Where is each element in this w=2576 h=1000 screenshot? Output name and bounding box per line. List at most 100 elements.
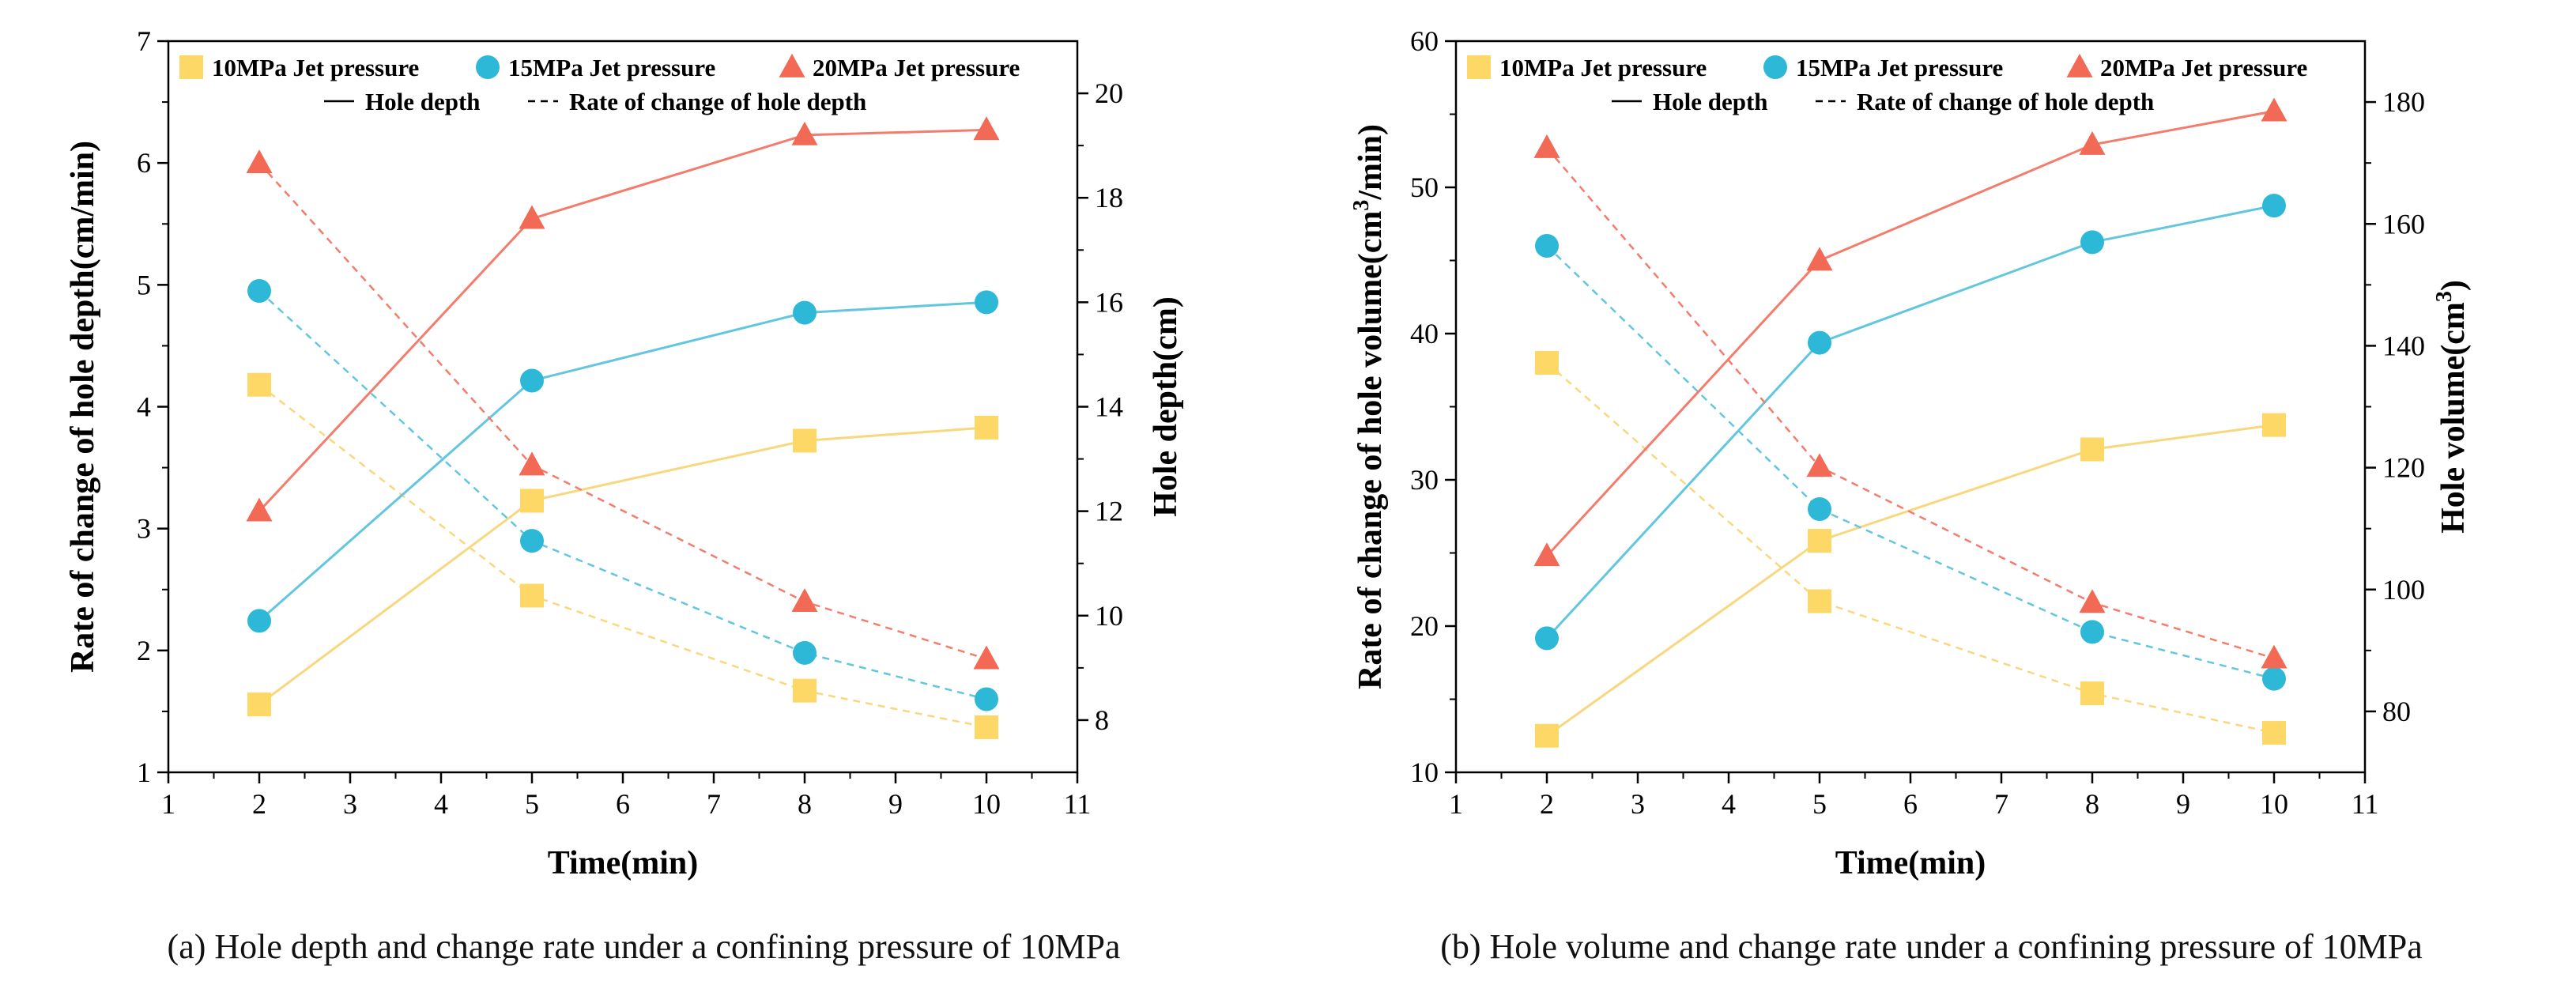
panel-a-hole-depth-chart: 1 2 3 4 5 6 7 8 9 10 11 1 2 3 4 5 6 7 8 10 12 14 16 18 20 Time(mi… xyxy=(65,25,1184,966)
y-left-title-sup: 3 xyxy=(1349,200,1374,211)
legend-label-hole-depth: Hole depth xyxy=(365,88,481,115)
legend-label-2: 15MPa Jet pressure xyxy=(1796,54,2003,81)
legend-label-2: 15MPa Jet pressure xyxy=(508,54,715,81)
legend-marker-3 xyxy=(779,53,805,77)
series-3-hole-point xyxy=(1533,542,1560,567)
x-tick-label: 10 xyxy=(972,788,1001,820)
series-3-hole-point xyxy=(246,497,273,522)
caption-a: (a) Hole depth and change rate under a c… xyxy=(167,927,1121,966)
series-2-rate-point xyxy=(1808,497,1831,521)
series-3-rate-line xyxy=(258,162,987,660)
legend-marker-3 xyxy=(2066,53,2093,77)
legend-marker-2 xyxy=(1763,55,1787,79)
series-2-rate-line xyxy=(1546,245,2275,680)
x-tick-label: 11 xyxy=(1064,788,1092,820)
series-2-hole-point xyxy=(2080,230,2104,255)
x-tick-label: 7 xyxy=(707,788,721,820)
y-left-tick-label: 4 xyxy=(137,391,151,423)
series-2-hole-point xyxy=(520,368,544,393)
y-right-tick-label: 120 xyxy=(2382,452,2425,484)
legend-marker-2 xyxy=(476,55,500,79)
x-tick-label: 9 xyxy=(2176,788,2190,820)
legend-label-1: 10MPa Jet pressure xyxy=(1499,54,1707,81)
y-right-tick-label: 18 xyxy=(1095,182,1123,213)
y-right-tick-label: 160 xyxy=(2382,208,2425,240)
legend-label-3: 20MPa Jet pressure xyxy=(813,54,1020,81)
series-2-hole-point xyxy=(1535,626,1559,651)
series-2-hole-point xyxy=(247,609,271,633)
series-3-hole-point xyxy=(973,116,1000,141)
x-axis-title: Time(min) xyxy=(548,845,699,881)
legend-label-rate: Rate of change of hole depth xyxy=(569,88,866,115)
y-right-tick-label: 20 xyxy=(1095,77,1123,109)
y-right-tick-label: 10 xyxy=(1095,600,1123,632)
series-2-hole-line xyxy=(1545,204,2275,640)
series-1-hole-point xyxy=(2080,437,2104,462)
y-left-tick-label: 20 xyxy=(1410,610,1439,642)
x-tick-label: 5 xyxy=(525,788,539,820)
y-left-tick-label: 30 xyxy=(1410,464,1439,496)
series-3-rate-point xyxy=(791,588,818,612)
y-left-tick-label: 40 xyxy=(1410,318,1439,349)
y-right-tick-label: 100 xyxy=(2382,574,2425,606)
y-left-tick-label: 1 xyxy=(137,757,151,788)
series-1-hole-point xyxy=(2262,413,2286,437)
y-left-title-main: Rate of change of hole depth(cm/min) xyxy=(65,141,101,673)
y-right-tick-label: 8 xyxy=(1095,704,1109,736)
legend-marker-1 xyxy=(179,55,203,79)
series-1-hole-point xyxy=(1535,723,1559,748)
series-2-rate-point xyxy=(1535,234,1559,258)
series-3-hole-point xyxy=(2079,130,2106,155)
chart-a-svg: 1 2 3 4 5 6 7 8 9 10 1112345678101214161820Time(mi… xyxy=(65,25,1184,881)
series-1-rate-line xyxy=(258,383,987,729)
legend-label-1: 10MPa Jet pressure xyxy=(212,54,419,81)
x-tick-label: 1 xyxy=(161,788,175,820)
y-left-axis-title: Rate of change of hole depth(cm/min) xyxy=(65,141,101,673)
y-right-axis-title: Hole depth(cm) xyxy=(1148,296,1184,517)
x-tick-label: 5 xyxy=(1812,788,1827,820)
series-2-rate-point xyxy=(2262,666,2286,691)
y-right-axis-title: Hole volume(cm3) xyxy=(2432,280,2472,534)
x-tick-label: 3 xyxy=(1631,788,1645,820)
series-1-hole-point xyxy=(793,428,817,453)
y-right-tick-label: 16 xyxy=(1095,286,1123,318)
series-3-rate-point xyxy=(1806,453,1833,477)
y-right-title-main: Hole volume(cm xyxy=(2435,302,2472,534)
y-right-tick-label: 12 xyxy=(1095,496,1123,527)
series-3-hole-line xyxy=(1545,110,2275,557)
x-tick-label: 3 xyxy=(343,788,357,820)
x-tick-label: 4 xyxy=(1722,788,1736,820)
series-1-rate-point xyxy=(793,678,817,703)
y-left-title-main: Rate of change of hole volume(cm xyxy=(1352,211,1389,689)
x-tick-label: 10 xyxy=(2260,788,2288,820)
y-left-tick-label: 7 xyxy=(137,25,151,57)
x-axis-title: Time(min) xyxy=(1835,845,1986,881)
series-3-rate-point xyxy=(2079,589,2106,613)
y-left-tick-label: 6 xyxy=(137,147,151,179)
series-2-rate-point xyxy=(2080,620,2104,644)
series-3-hole-point xyxy=(2261,97,2287,122)
x-tick-label: 2 xyxy=(252,788,266,820)
x-tick-label: 9 xyxy=(888,788,903,820)
y-right-tick-label: 14 xyxy=(1095,391,1123,423)
y-left-tick-label: 3 xyxy=(137,513,151,545)
series-2-hole-point xyxy=(975,290,998,315)
x-tick-label: 7 xyxy=(1994,788,2008,820)
series-1-rate-point xyxy=(520,583,544,608)
x-tick-label: 1 xyxy=(1449,788,1463,820)
x-tick-label: 4 xyxy=(434,788,448,820)
series-1-hole-line xyxy=(258,426,987,706)
caption-b: (b) Hole volume and change rate under a … xyxy=(1440,927,2423,966)
series-1-rate-point xyxy=(1535,351,1559,375)
series-1-hole-point xyxy=(1808,529,1831,553)
series-2-rate-point xyxy=(975,687,998,711)
series-1-rate-point xyxy=(1808,589,1831,613)
series-3-hole-point xyxy=(1806,247,1833,271)
y-right-title-sup: 3 xyxy=(2432,291,2457,302)
x-tick-label: 6 xyxy=(616,788,630,820)
series-3-hole-line xyxy=(258,128,987,512)
plot-frame xyxy=(1454,40,2367,774)
series-2-rate-point xyxy=(247,279,271,304)
y-left-tick-label: 2 xyxy=(137,635,151,666)
